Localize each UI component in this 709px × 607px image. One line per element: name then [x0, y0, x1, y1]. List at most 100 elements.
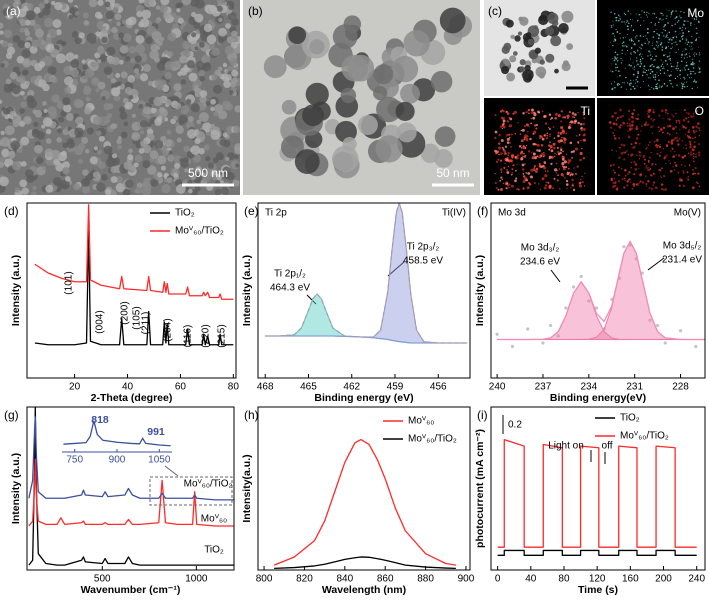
texture-dot	[198, 112, 209, 123]
texture-dot	[641, 10, 643, 12]
texture-dot	[566, 172, 570, 176]
texture-dot	[52, 176, 62, 187]
texture-dot	[154, 139, 164, 149]
texture-dot	[508, 133, 511, 136]
texture-dot	[630, 54, 632, 56]
texture-dot	[544, 170, 547, 172]
texture-dot	[70, 68, 79, 78]
texture-dot	[400, 83, 421, 104]
texture-dot	[653, 140, 656, 143]
texture-dot	[677, 154, 681, 157]
texture-dot	[522, 179, 526, 183]
inset-line	[63, 420, 171, 447]
series-line	[34, 204, 234, 300]
texture-dot	[103, 145, 113, 155]
texture-dot	[110, 123, 117, 130]
annotation: Mo 3d₃/₂	[521, 243, 560, 254]
texture-dot	[692, 67, 695, 69]
texture-dot	[655, 55, 657, 58]
texture-dot	[625, 53, 626, 55]
texture-dot	[674, 36, 676, 38]
texture-dot	[160, 135, 167, 143]
texture-dot	[544, 122, 548, 125]
texture-dot	[623, 21, 625, 23]
texture-dot	[519, 66, 525, 72]
texture-dot	[619, 124, 622, 126]
texture-dot	[23, 27, 29, 33]
texture-dot	[574, 147, 579, 151]
texture-dot	[630, 13, 632, 15]
texture-dot	[657, 46, 659, 48]
annotation: off	[602, 441, 613, 452]
texture-dot	[698, 20, 700, 23]
texture-dot	[88, 0, 98, 8]
texture-dot	[623, 158, 626, 161]
texture-dot	[125, 179, 134, 189]
texture-dot	[0, 130, 5, 135]
data-point	[549, 323, 553, 328]
texture-dot	[139, 73, 149, 82]
texture-dot	[612, 163, 615, 166]
texture-dot	[627, 135, 631, 139]
texture-dot	[234, 105, 240, 113]
texture-dot	[522, 69, 534, 81]
texture-dot	[543, 156, 545, 158]
texture-dot	[642, 74, 644, 77]
texture-dot	[682, 184, 686, 188]
texture-dot	[644, 175, 647, 177]
texture-dot	[645, 185, 648, 187]
texture-dot	[118, 106, 126, 113]
texture-dot	[661, 46, 664, 48]
texture-dot	[530, 175, 533, 179]
texture-dot	[45, 184, 54, 193]
texture-dot	[617, 61, 619, 63]
texture-dot	[623, 186, 626, 189]
texture-dot	[183, 157, 189, 163]
texture-dot	[515, 177, 518, 180]
texture-dot	[231, 30, 238, 38]
texture-dot	[130, 58, 136, 64]
texture-dot	[541, 137, 545, 141]
texture-dot	[203, 144, 210, 151]
texture-dot	[615, 181, 617, 183]
texture-dot	[658, 18, 661, 20]
texture-dot	[630, 82, 632, 85]
texture-dot	[653, 109, 655, 111]
texture-dot	[681, 38, 684, 40]
texture-dot	[636, 117, 639, 121]
texture-dot	[646, 37, 648, 40]
texture-dot	[694, 9, 696, 11]
texture-dot	[540, 165, 543, 169]
texture-dot	[693, 62, 695, 65]
texture-dot	[685, 147, 688, 150]
texture-dot	[618, 156, 621, 159]
texture-dot	[683, 81, 685, 83]
texture-dot	[648, 41, 650, 43]
texture-dot	[668, 58, 670, 60]
texture-dot	[522, 172, 525, 175]
map-label: Mo	[687, 6, 704, 20]
texture-dot	[174, 102, 182, 110]
texture-dot	[74, 36, 83, 45]
x-tick-label: 500	[94, 574, 111, 585]
texture-dot	[231, 69, 239, 77]
texture-dot	[33, 6, 41, 14]
texture-dot	[183, 145, 190, 153]
texture-dot	[688, 164, 691, 167]
texture-dot	[658, 86, 660, 89]
texture-dot	[652, 36, 654, 38]
texture-dot	[38, 12, 44, 19]
annotation: Light on	[548, 441, 584, 452]
texture-dot	[682, 51, 684, 53]
texture-dot	[631, 120, 635, 124]
texture-dot	[681, 35, 683, 38]
texture-dot	[530, 122, 533, 125]
texture-dot	[617, 174, 620, 177]
texture-dot	[624, 179, 626, 182]
texture-dot	[614, 39, 617, 41]
texture-dot	[552, 126, 555, 128]
texture-dot	[539, 59, 545, 65]
texture-dot	[633, 173, 636, 176]
plot-frame	[257, 406, 471, 571]
